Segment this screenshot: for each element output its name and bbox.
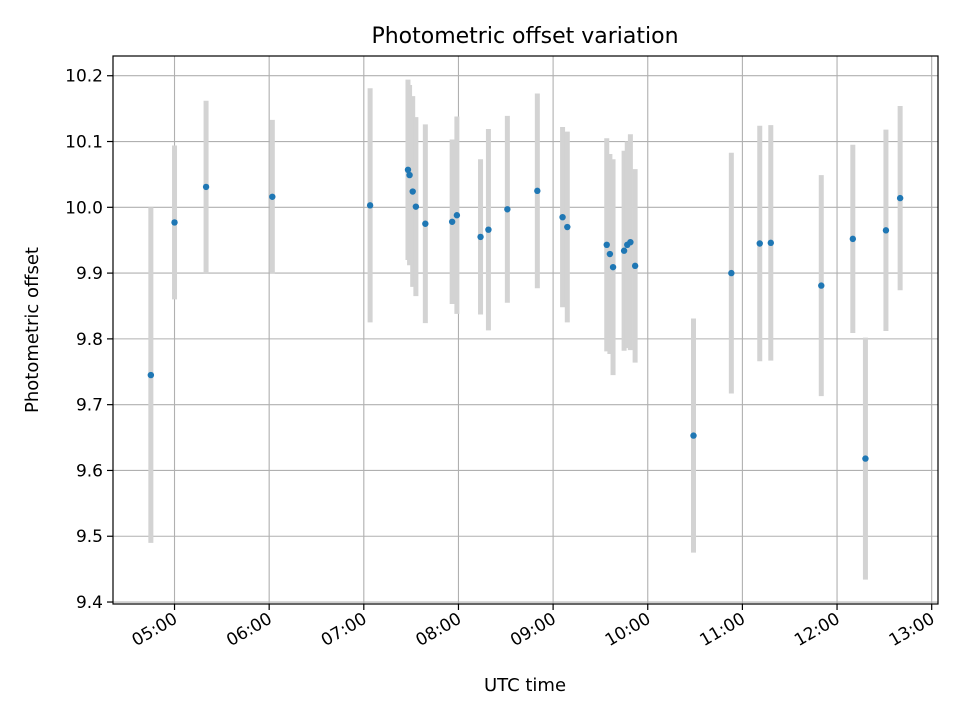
data-point bbox=[171, 219, 178, 226]
data-point bbox=[690, 432, 697, 439]
data-point bbox=[404, 166, 412, 174]
data-point bbox=[412, 203, 420, 210]
point-layer bbox=[147, 166, 904, 462]
y-tick-label: 9.7 bbox=[76, 396, 103, 416]
data-point bbox=[422, 220, 429, 227]
y-tick-label: 9.6 bbox=[76, 461, 103, 481]
data-point bbox=[409, 188, 416, 195]
data-point bbox=[406, 171, 413, 179]
data-point bbox=[609, 263, 617, 271]
data-point bbox=[756, 240, 763, 247]
y-axis-ticks: 9.4 9.5 9.6 9.7 9.8 9.9 10.0 10.1 10.2 bbox=[65, 67, 113, 613]
data-point bbox=[453, 212, 461, 219]
data-point bbox=[269, 193, 276, 200]
data-point bbox=[896, 194, 904, 202]
data-point bbox=[767, 239, 774, 247]
data-point bbox=[603, 241, 610, 249]
data-point bbox=[202, 183, 210, 191]
data-point bbox=[477, 233, 484, 241]
data-point bbox=[882, 227, 890, 234]
data-point bbox=[559, 213, 566, 221]
y-tick-label: 10.1 bbox=[65, 133, 103, 153]
y-tick-label: 9.9 bbox=[76, 264, 103, 284]
plot-frame bbox=[112, 55, 939, 605]
data-point bbox=[448, 218, 456, 225]
data-point bbox=[534, 187, 541, 195]
chart-title: Photometric offset variation bbox=[371, 24, 678, 49]
data-point bbox=[849, 235, 857, 243]
data-point bbox=[564, 223, 571, 231]
data-point bbox=[485, 226, 492, 233]
data-point bbox=[504, 206, 511, 213]
grid-layer bbox=[113, 56, 938, 604]
data-point bbox=[818, 282, 825, 289]
data-point bbox=[366, 202, 374, 209]
data-point bbox=[147, 371, 155, 379]
y-tick-label: 9.5 bbox=[76, 527, 103, 547]
data-point bbox=[620, 247, 628, 254]
data-point bbox=[631, 262, 639, 270]
data-point bbox=[606, 250, 614, 258]
data-point bbox=[862, 455, 869, 462]
y-tick-label: 9.4 bbox=[76, 593, 103, 613]
data-point bbox=[627, 238, 634, 246]
y-tick-label: 10.2 bbox=[65, 67, 103, 87]
y-tick-label: 10.0 bbox=[65, 198, 103, 218]
y-tick-label: 9.8 bbox=[76, 330, 103, 350]
y-axis-label: Photometric offset bbox=[22, 247, 43, 413]
data-point bbox=[728, 269, 735, 277]
x-axis-label: UTC time bbox=[484, 675, 566, 696]
